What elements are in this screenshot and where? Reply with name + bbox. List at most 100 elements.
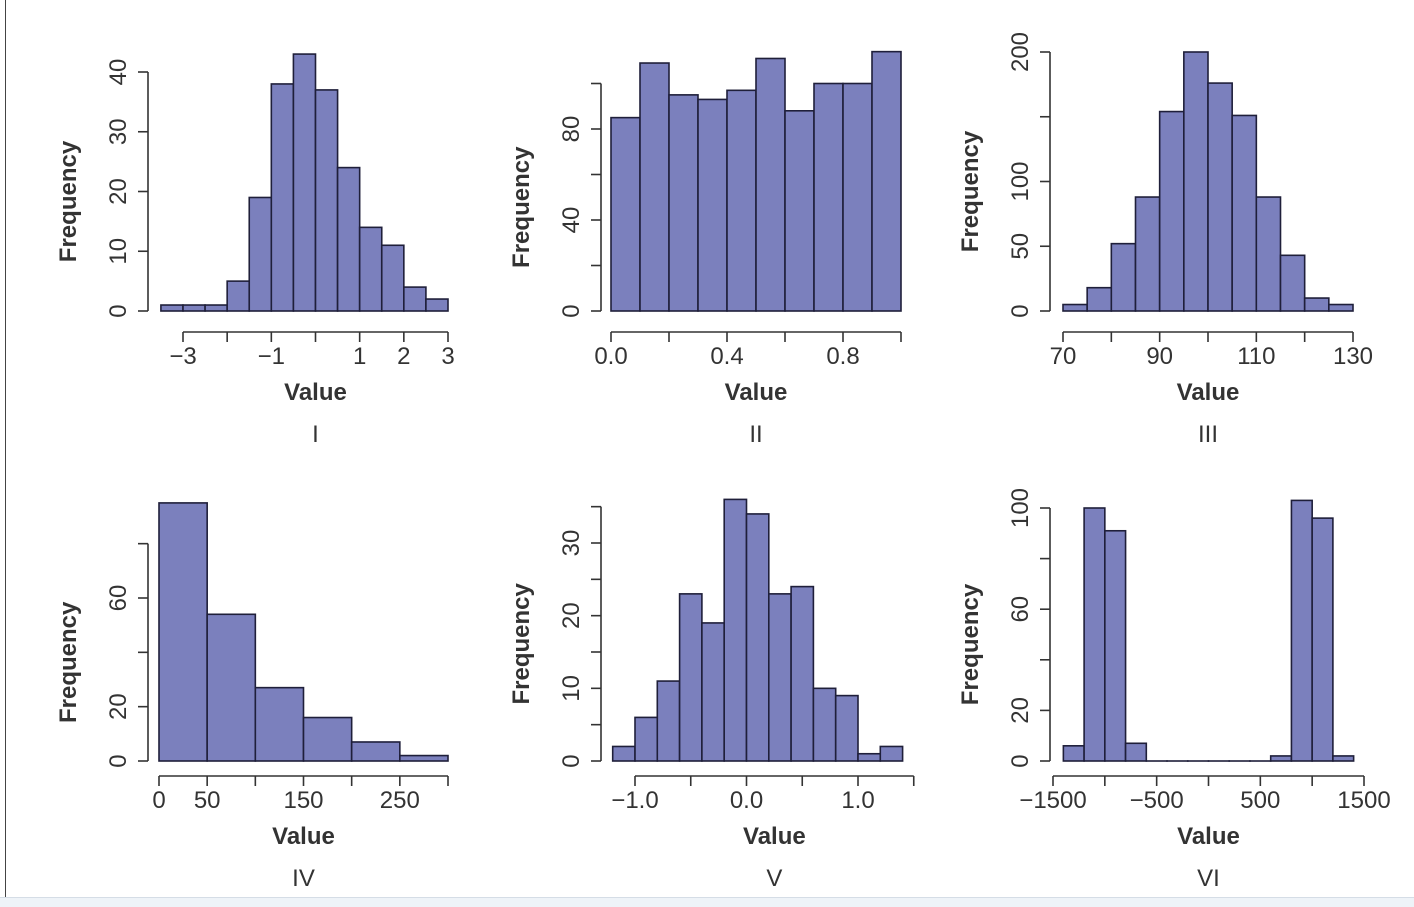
histogram-bar — [1312, 518, 1333, 761]
histogram-bar — [161, 305, 183, 311]
histogram-bar — [1063, 746, 1084, 761]
y-tick-label: 10 — [105, 238, 132, 265]
y-axis-title: Frequency — [508, 582, 535, 704]
y-tick-label: 20 — [558, 602, 585, 629]
histogram-bar — [698, 99, 727, 311]
histogram-bar — [1333, 756, 1354, 761]
histogram-bar — [858, 754, 880, 761]
histogram-bar — [426, 299, 448, 311]
x-axis-title: Value — [743, 823, 806, 850]
histogram-bar — [249, 197, 271, 311]
y-axis-title: Frequency — [55, 140, 82, 262]
x-tick-label: −1500 — [1019, 787, 1086, 814]
histogram-bar — [1232, 115, 1256, 311]
y-tick-label: 20 — [1007, 697, 1034, 724]
x-axis-title: Value — [284, 379, 347, 406]
histogram-bar — [1136, 197, 1160, 311]
x-tick-label: −500 — [1130, 787, 1184, 814]
x-tick-label: 0.8 — [826, 343, 859, 370]
x-tick-label: 150 — [283, 787, 323, 814]
histogram-bar — [1256, 197, 1280, 311]
x-tick-label: −3 — [169, 343, 196, 370]
y-tick-label: 0 — [105, 754, 132, 767]
histogram-bar — [316, 90, 338, 311]
histogram-bar — [1084, 508, 1105, 761]
histogram-bar — [1329, 305, 1353, 311]
y-tick-label: 0 — [558, 304, 585, 317]
x-tick-label: 0.0 — [594, 343, 627, 370]
histogram-bar — [159, 503, 207, 761]
x-tick-label: 0.0 — [730, 787, 763, 814]
histogram-bar — [1305, 298, 1329, 311]
histogram-bar — [756, 58, 785, 311]
x-tick-label: 70 — [1050, 343, 1077, 370]
histogram-bar — [635, 717, 657, 761]
histogram-bar — [1087, 288, 1111, 311]
histogram-bar — [1291, 500, 1312, 761]
panel-label: III — [1198, 421, 1218, 448]
histogram-bar — [271, 84, 293, 311]
y-axis-title: Frequency — [508, 146, 535, 268]
y-tick-label: 40 — [105, 59, 132, 86]
histogram-bar — [293, 54, 315, 311]
histogram-bar — [769, 594, 791, 761]
histogram-bar — [1160, 112, 1184, 311]
histogram-bar — [207, 614, 255, 761]
histogram-bar — [183, 305, 205, 311]
panel-label: II — [749, 421, 762, 448]
histogram-bar — [727, 90, 756, 311]
y-tick-label: 40 — [558, 207, 585, 234]
y-axis-title: Frequency — [957, 583, 984, 705]
histogram-bar — [1063, 305, 1087, 311]
histogram-bar — [785, 111, 814, 311]
x-tick-label: 50 — [194, 787, 221, 814]
panel-label: VI — [1197, 865, 1220, 892]
x-tick-label: 3 — [441, 343, 454, 370]
x-tick-label: 130 — [1333, 343, 1373, 370]
y-tick-label: 100 — [1007, 488, 1034, 528]
x-axis-title: Value — [725, 379, 788, 406]
histogram-bar — [205, 305, 227, 311]
panel-label: IV — [292, 865, 315, 892]
x-tick-label: 1500 — [1337, 787, 1390, 814]
y-tick-label: 100 — [1007, 161, 1034, 201]
y-tick-label: 60 — [105, 585, 132, 612]
y-tick-label: 10 — [558, 675, 585, 702]
x-tick-label: 2 — [397, 343, 410, 370]
x-axis-title: Value — [272, 823, 335, 850]
histogram-bar — [1281, 255, 1305, 311]
histogram-bar — [836, 696, 858, 761]
histogram-bar — [404, 287, 426, 311]
histogram-bar — [1126, 743, 1147, 761]
y-tick-label: 20 — [105, 178, 132, 205]
y-tick-label: 200 — [1007, 32, 1034, 72]
x-axis-title: Value — [1177, 379, 1240, 406]
x-tick-label: 500 — [1240, 787, 1280, 814]
histogram-bar — [1184, 52, 1208, 311]
histogram-bar — [657, 681, 679, 761]
histogram-bar — [640, 63, 669, 311]
histogram-bar — [724, 499, 746, 761]
y-tick-label: 20 — [105, 693, 132, 720]
histogram-bar — [843, 84, 872, 312]
histogram-bar — [880, 746, 902, 761]
histogram-bar — [1111, 244, 1135, 311]
histogram-bar — [613, 746, 635, 761]
y-tick-label: 30 — [105, 118, 132, 145]
histogram-bar — [255, 688, 303, 761]
histogram-bar — [791, 587, 813, 761]
panel-label: I — [312, 421, 319, 448]
y-tick-label: 0 — [105, 304, 132, 317]
x-tick-label: 0 — [152, 787, 165, 814]
histogram-bar — [227, 281, 249, 311]
x-tick-label: 1.0 — [841, 787, 874, 814]
panel-label: V — [766, 865, 782, 892]
y-tick-label: 0 — [558, 754, 585, 767]
